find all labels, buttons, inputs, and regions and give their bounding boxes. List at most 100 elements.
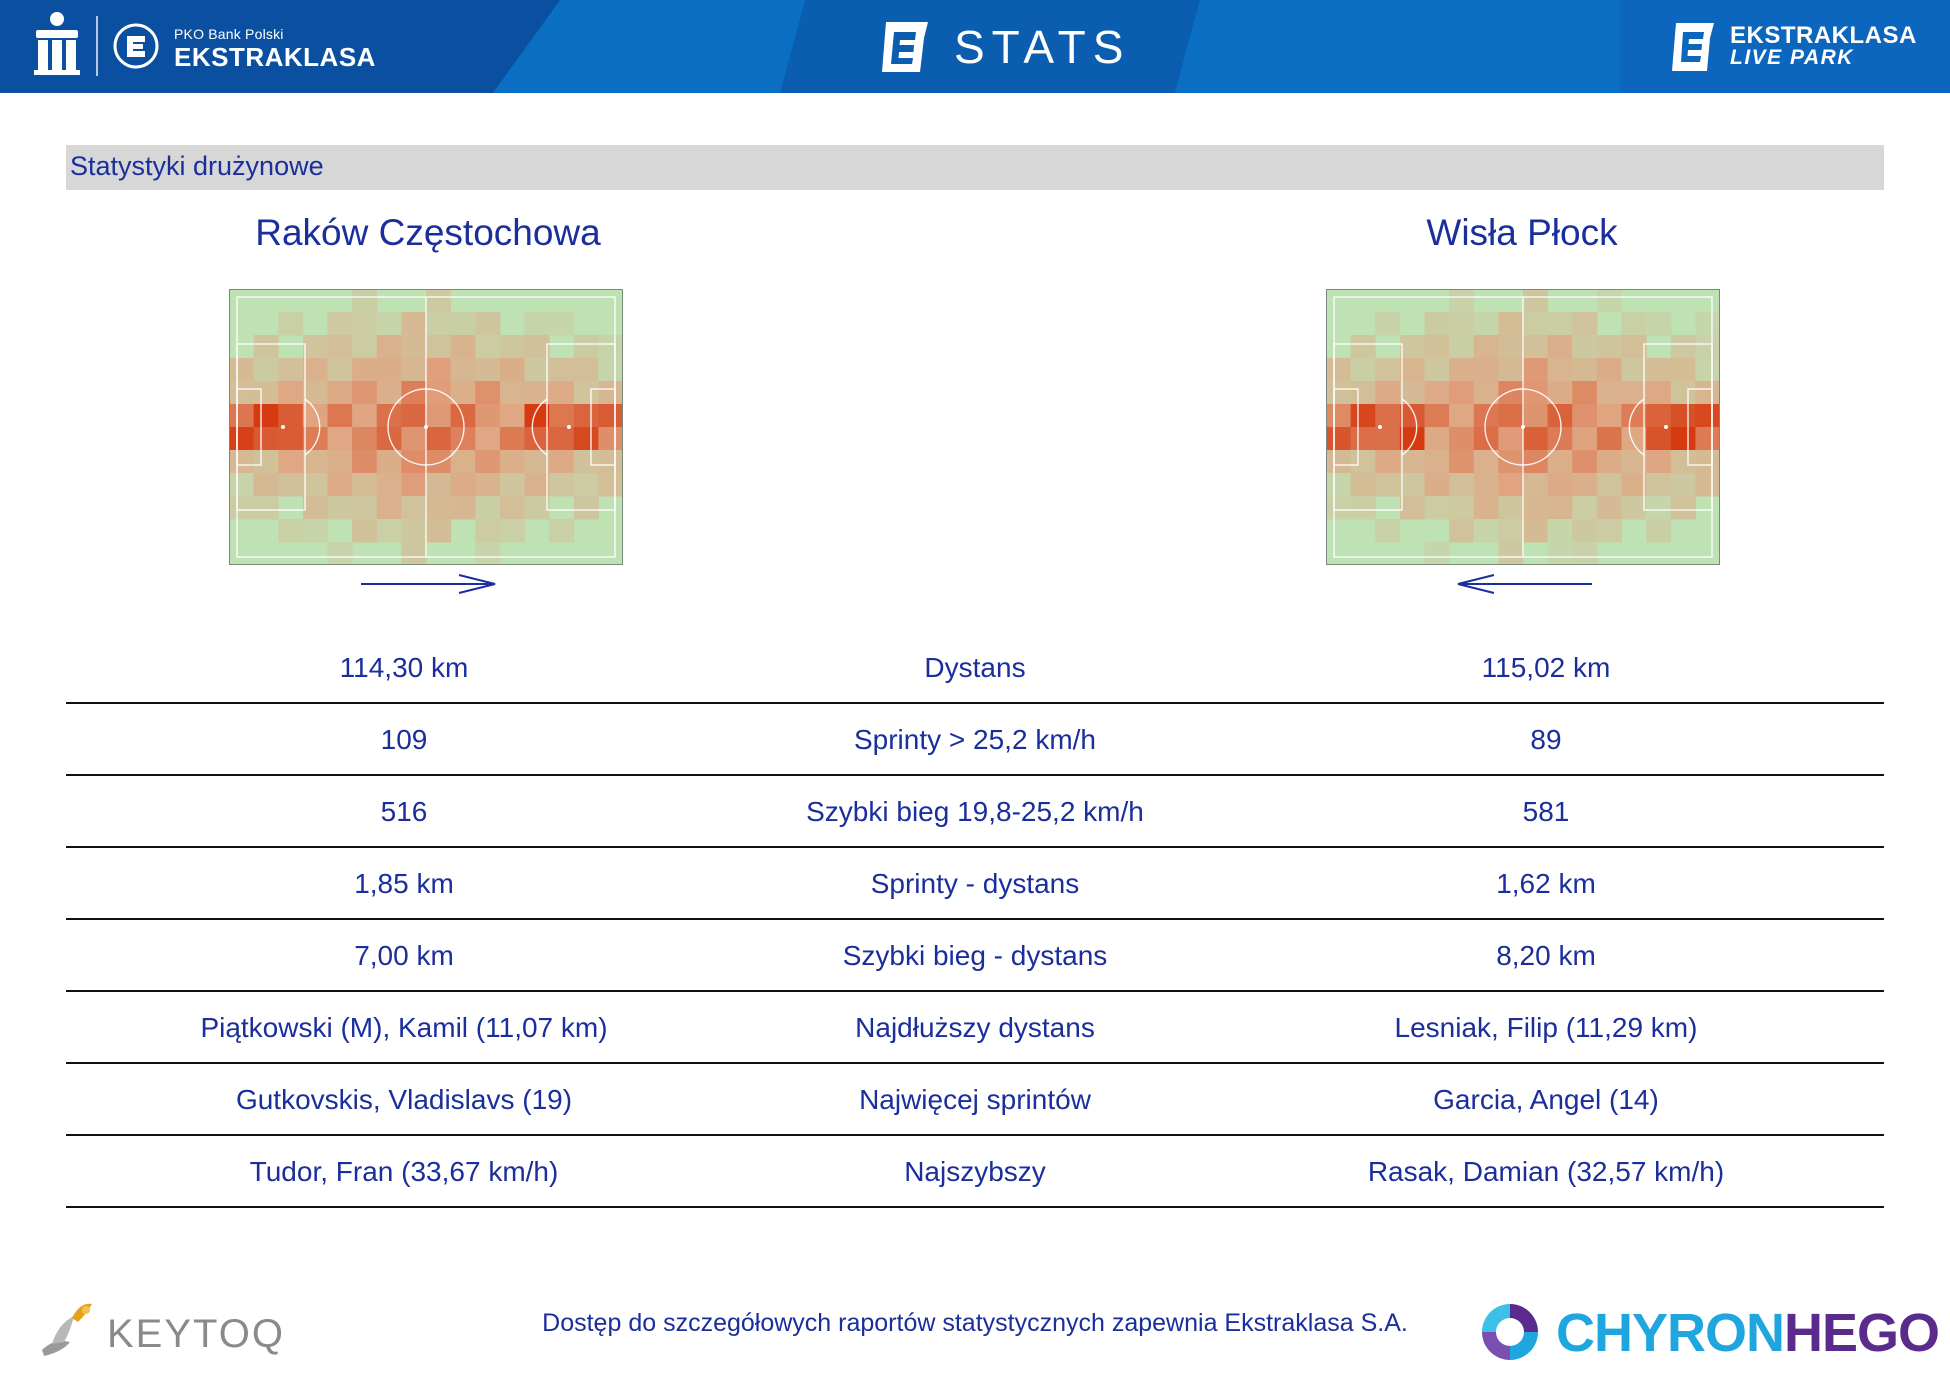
away-heatmap-cell — [1449, 473, 1475, 497]
away-heatmap-cell — [1326, 427, 1352, 451]
away-heatmap-cell — [1547, 519, 1573, 543]
home-heatmap-cell — [499, 519, 525, 543]
away-heatmap-cell — [1670, 335, 1696, 359]
table-row: Gutkovskis, Vladislavs (19) Najwięcej sp… — [66, 1064, 1884, 1136]
home-heatmap-spot — [424, 425, 428, 429]
away-heatmap-cell — [1375, 404, 1401, 428]
away-heatmap-cell — [1399, 450, 1425, 474]
home-heatmap-cell — [549, 450, 575, 474]
home-heatmap-cell — [352, 289, 378, 313]
home-heatmap-cell — [549, 473, 575, 497]
league-name: EKSTRAKLASA — [174, 42, 376, 72]
away-heatmap-cell — [1498, 519, 1524, 543]
home-heatmap-cell — [524, 358, 550, 382]
away-heatmap-spot — [1378, 425, 1382, 429]
away-heatmap-cell — [1424, 450, 1450, 474]
away-heatmap-cell — [1572, 450, 1598, 474]
away-heatmap-cell — [1572, 312, 1598, 336]
home-heatmap-cell — [598, 427, 623, 451]
home-heatmap-cell — [376, 335, 402, 359]
home-heatmap-cell — [401, 519, 427, 543]
away-heatmap-cell — [1596, 381, 1622, 405]
home-heatmap-cell — [302, 519, 328, 543]
home-heatmap-cell — [253, 381, 279, 405]
home-heatmap-cell — [426, 519, 452, 543]
home-heatmap-cell — [475, 335, 501, 359]
away-heatmap-cell — [1399, 381, 1425, 405]
away-heatmap-cell — [1547, 473, 1573, 497]
stats-e-icon — [882, 22, 928, 72]
away-heatmap-pitch-line — [1484, 388, 1562, 466]
away-heatmap-cell — [1547, 450, 1573, 474]
home-heatmap-pitch-line — [236, 388, 262, 466]
away-heatmap-cell — [1326, 381, 1352, 405]
away-heatmap-cell — [1695, 404, 1720, 428]
home-heatmap-pitch-line — [590, 388, 616, 466]
away-heatmap-cell — [1375, 450, 1401, 474]
away-heatmap-cell — [1473, 496, 1499, 520]
away-heatmap-cell — [1449, 312, 1475, 336]
home-heatmap-cell — [401, 335, 427, 359]
home-heatmap-cell — [573, 335, 599, 359]
home-heatmap-cell — [573, 358, 599, 382]
home-heatmap-cell — [450, 473, 476, 497]
away-heatmap-cell — [1399, 358, 1425, 382]
away-heatmap-cell — [1449, 450, 1475, 474]
home-heatmap-cell — [352, 519, 378, 543]
home-heatmap-cell — [302, 450, 328, 474]
home-heatmap-cell — [573, 381, 599, 405]
away-heatmap-cell — [1523, 312, 1549, 336]
keytoq-logo-icon — [42, 1303, 92, 1356]
away-heatmap-cell — [1399, 473, 1425, 497]
home-value: 109 — [380, 724, 428, 755]
chyronhego-wordmark: CHYRONHEGO — [1556, 1302, 1940, 1364]
home-heatmap-cell — [598, 473, 623, 497]
home-heatmap-cell — [499, 450, 525, 474]
home-heatmap-cell — [549, 427, 575, 451]
away-heatmap-cell — [1523, 404, 1549, 428]
away-heatmap-cell — [1449, 289, 1475, 313]
away-heatmap-cell — [1449, 496, 1475, 520]
away-heatmap-cell — [1523, 473, 1549, 497]
header-band: PKO Bank Polski EKSTRAKLASA STATS EKSTRA… — [0, 0, 1950, 93]
away-heatmap-cell — [1375, 519, 1401, 543]
away-heatmap-pitch-line — [1628, 398, 1645, 456]
home-heatmap-cell — [524, 381, 550, 405]
home-heatmap-cell — [573, 450, 599, 474]
away-heatmap-cell — [1547, 335, 1573, 359]
home-heatmap-cell — [401, 358, 427, 382]
away-heatmap-cell — [1596, 427, 1622, 451]
away-heatmap-cell — [1326, 358, 1352, 382]
table-row: 114,30 km Dystans 115,02 km — [66, 632, 1884, 704]
away-heatmap-cell — [1695, 312, 1720, 336]
home-heatmap-cell — [475, 473, 501, 497]
home-heatmap-cell — [524, 450, 550, 474]
away-heatmap-cell — [1399, 496, 1425, 520]
home-heatmap-cell — [426, 381, 452, 405]
home-heatmap-cell — [450, 404, 476, 428]
home-heatmap-spot — [281, 425, 285, 429]
away-heatmap-cell — [1473, 381, 1499, 405]
away-heatmap-cell — [1596, 496, 1622, 520]
away-heatmap-cell — [1621, 427, 1647, 451]
home-heatmap-cell — [327, 335, 353, 359]
home-heatmap-cell — [499, 381, 525, 405]
away-heatmap-cell — [1449, 427, 1475, 451]
away-heatmap-cell — [1424, 427, 1450, 451]
stats-title: STATS — [954, 21, 1131, 73]
home-heatmap-cell — [475, 404, 501, 428]
away-heatmap-cell — [1473, 312, 1499, 336]
home-heatmap-cell — [352, 335, 378, 359]
away-heatmap-cell — [1547, 542, 1573, 565]
away-heatmap-cell — [1646, 312, 1672, 336]
home-heatmap-cell — [475, 358, 501, 382]
away-heatmap-cell — [1498, 312, 1524, 336]
away-heatmap-cell — [1646, 450, 1672, 474]
away-value: 581 — [1522, 796, 1570, 827]
home-heatmap-cell — [475, 312, 501, 336]
away-heatmap-cell — [1621, 358, 1647, 382]
away-heatmap-cell — [1375, 312, 1401, 336]
home-value: 114,30 km — [339, 652, 469, 683]
home-heatmap-cell — [549, 381, 575, 405]
home-heatmap-cell — [302, 427, 328, 451]
